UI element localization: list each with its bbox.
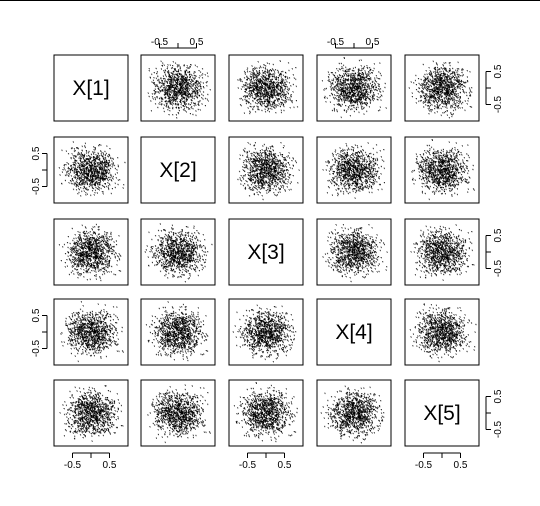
scatter-panel	[53, 298, 129, 366]
panel-frame	[228, 218, 304, 286]
tick-label: 0.5	[278, 460, 292, 471]
tick-label: 0.5	[493, 64, 504, 78]
panel-frame	[140, 136, 216, 204]
tick-label: 0.5	[31, 308, 42, 322]
diagonal-panel: X[1]	[53, 54, 129, 122]
scatter-panel	[53, 218, 129, 286]
diagonal-panel: X[5]	[404, 379, 480, 447]
scatter-points	[320, 385, 385, 444]
right-y-axis: -0.5 0.5	[485, 64, 504, 113]
scatter-panel	[404, 298, 480, 366]
scatter-points	[58, 141, 126, 197]
scatter-points	[147, 384, 211, 444]
tick-label: -0.5	[493, 420, 504, 438]
diagonal-panel: X[2]	[140, 136, 216, 204]
variable-label: X[2]	[159, 159, 196, 182]
scatter-panel	[404, 136, 480, 204]
scatter-panel	[404, 54, 480, 122]
tick-label: 0.5	[454, 460, 468, 471]
variable-label: X[4]	[335, 321, 372, 344]
scatter-points	[145, 301, 209, 362]
scatter-panel	[140, 54, 216, 122]
scatter-panel	[316, 54, 392, 122]
right-y-axis: -0.5 0.5	[485, 228, 504, 277]
tick-label: -0.5	[239, 460, 257, 471]
scatter-panel	[140, 218, 216, 286]
left-y-axis: -0.5 0.5	[31, 308, 48, 357]
right-y-axis: -0.5 0.5	[485, 389, 504, 438]
tick-label: 0.5	[366, 37, 380, 48]
scatter-points	[322, 142, 385, 199]
tick-label: -0.5	[31, 339, 42, 357]
scatter-panel	[404, 218, 480, 286]
panel-frame	[404, 379, 480, 447]
scatter-panel	[228, 54, 304, 122]
variable-label: X[3]	[247, 241, 284, 264]
scatter-points	[144, 223, 213, 283]
tick-label: 0.5	[493, 228, 504, 242]
tick-label: -0.5	[151, 37, 169, 48]
scatter-points	[237, 60, 299, 115]
scatter-points	[322, 224, 388, 283]
variable-label: X[1]	[72, 77, 109, 100]
panel-frame	[316, 379, 392, 447]
scatter-points	[58, 223, 122, 282]
scatter-points	[237, 142, 300, 201]
variable-label: X[5]	[423, 402, 460, 425]
panel-frame	[316, 136, 392, 204]
tick-label: 0.5	[31, 146, 42, 160]
panel-frame	[228, 379, 304, 447]
tick-label: 0.5	[103, 460, 117, 471]
tick-label: -0.5	[31, 177, 42, 195]
scatter-points	[409, 303, 477, 363]
bottom-x-axis: -0.5 0.5	[64, 452, 117, 471]
diagonal-panel: X[3]	[228, 218, 304, 286]
tick-label: -0.5	[64, 460, 82, 471]
scatter-panel	[316, 218, 392, 286]
scatter-panel	[140, 379, 216, 447]
top-border-line	[0, 0, 540, 1]
tick-label: 0.5	[493, 389, 504, 403]
scatter-panel	[140, 298, 216, 366]
scatter-panel	[228, 136, 304, 204]
panel-frame	[228, 54, 304, 122]
bottom-x-axis: -0.5 0.5	[415, 452, 468, 471]
tick-label: 0.5	[190, 37, 204, 48]
scatter-panel	[316, 379, 392, 447]
scatter-panel	[53, 136, 129, 204]
scatter-panel	[53, 379, 129, 447]
scatter-panel	[316, 136, 392, 204]
scatter-points	[59, 385, 124, 442]
tick-label: -0.5	[415, 460, 433, 471]
scatter-panel	[228, 379, 304, 447]
scatter-points	[411, 139, 475, 201]
left-y-axis: -0.5 0.5	[31, 146, 48, 195]
scatter-points	[233, 382, 298, 443]
top-x-axis: -0.5 0.5	[151, 37, 204, 49]
bottom-x-axis: -0.5 0.5	[239, 452, 292, 471]
scatter-points	[410, 224, 475, 281]
scatter-panel	[228, 298, 304, 366]
panel-frame	[404, 218, 480, 286]
diagonal-panel: X[4]	[316, 298, 392, 366]
panel-frame	[53, 54, 129, 122]
scatter-points	[321, 57, 387, 119]
scatter-points	[232, 304, 297, 363]
top-x-axis: -0.5 0.5	[327, 37, 380, 49]
tick-label: -0.5	[493, 95, 504, 113]
tick-label: -0.5	[493, 259, 504, 277]
scatter-points	[60, 301, 124, 363]
scatter-points	[147, 60, 211, 119]
panel-frame	[140, 379, 216, 447]
tick-label: -0.5	[327, 37, 345, 48]
panel-frame	[316, 298, 392, 366]
scatter-points	[408, 60, 473, 119]
